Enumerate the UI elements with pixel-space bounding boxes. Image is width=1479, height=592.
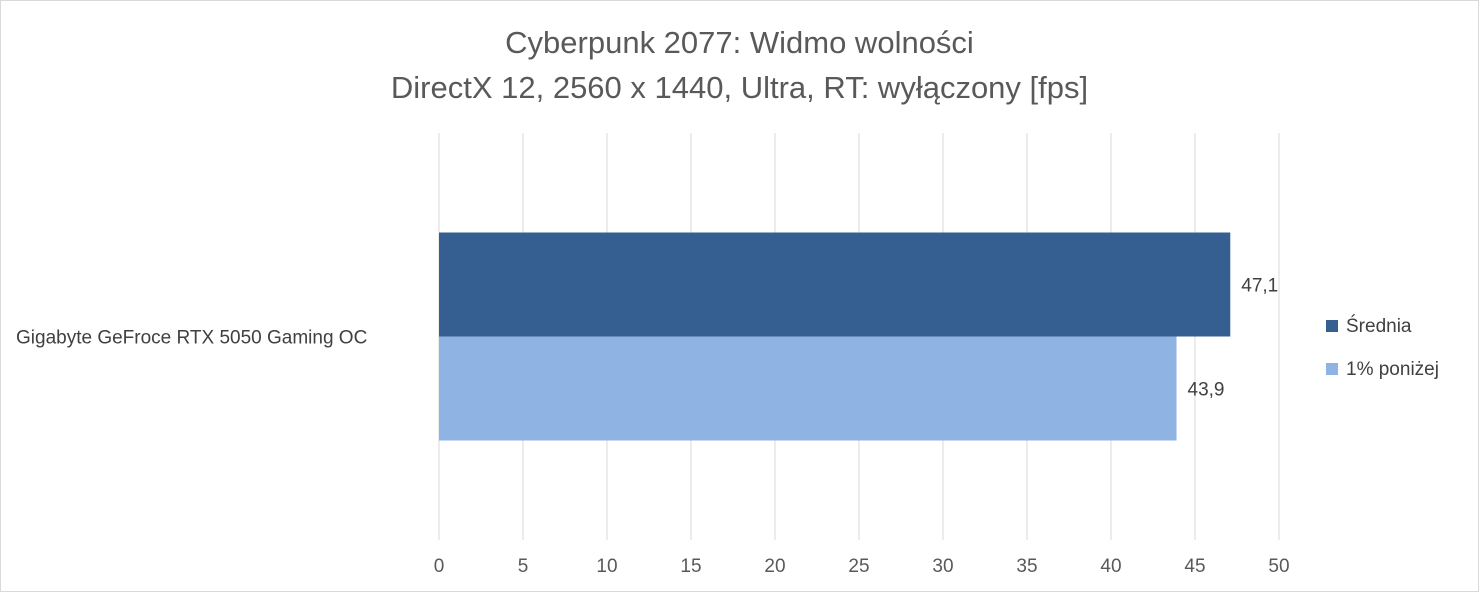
- x-tick-label: 25: [848, 556, 869, 577]
- x-tick-label: 20: [764, 556, 785, 577]
- chart-subtitle: DirectX 12, 2560 x 1440, Ultra, RT: wyłą…: [390, 70, 1089, 105]
- x-tick-label: 50: [1268, 556, 1289, 577]
- x-tick-label: 0: [434, 556, 445, 577]
- data-label: 43,9: [1188, 380, 1225, 401]
- x-tick-label: 40: [1100, 556, 1121, 577]
- bar-percentile-1: [439, 336, 1177, 441]
- legend: Średnia 1% poniżej: [1326, 315, 1439, 380]
- legend-swatch: [1326, 363, 1338, 375]
- x-tick-label: 5: [518, 556, 529, 577]
- x-tick-label: 10: [596, 556, 617, 577]
- legend-label: 1% poniżej: [1346, 359, 1439, 380]
- legend-swatch: [1326, 320, 1338, 332]
- x-tick-label: 15: [680, 556, 701, 577]
- bars: 47,1 43,9: [439, 232, 1278, 441]
- category-labels: Gigabyte GeFroce RTX 5050 Gaming OC: [16, 328, 367, 349]
- bar-srednia: [439, 232, 1231, 337]
- x-tick-label: 45: [1184, 556, 1205, 577]
- chart-title: Cyberpunk 2077: Widmo wolności: [505, 25, 974, 60]
- legend-label: Średnia: [1346, 315, 1412, 337]
- x-tick-label: 30: [932, 556, 953, 577]
- data-label: 47,1: [1241, 276, 1278, 297]
- category-label: Gigabyte GeFroce RTX 5050 Gaming OC: [16, 328, 367, 349]
- x-axis-ticks: 0 5 10 15 20 25 30 35 40 45 50: [434, 556, 1290, 577]
- x-tick-label: 35: [1016, 556, 1037, 577]
